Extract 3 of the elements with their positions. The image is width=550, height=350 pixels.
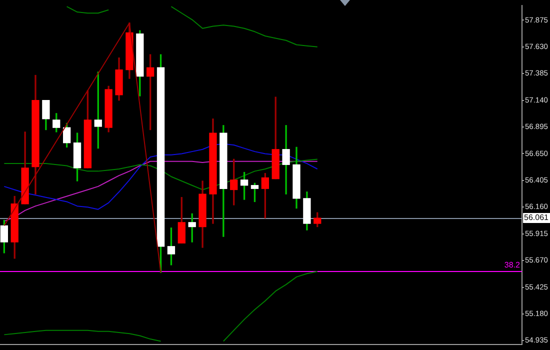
annotation: 38.2 bbox=[504, 260, 521, 270]
candlestick bbox=[282, 125, 290, 194]
ref-line-label: 56.061 bbox=[524, 213, 550, 222]
